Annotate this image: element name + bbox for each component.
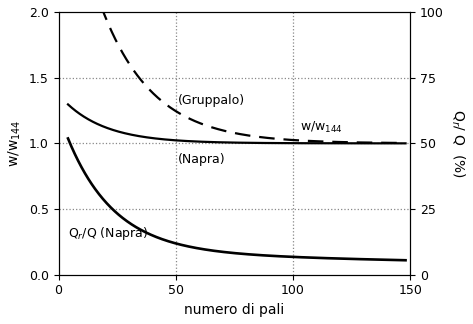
Y-axis label: w/w$_{144}$: w/w$_{144}$ bbox=[7, 120, 23, 167]
Text: (Napra): (Napra) bbox=[178, 153, 226, 166]
Text: (Gruppalo): (Gruppalo) bbox=[178, 94, 245, 107]
Text: Q$_r$/Q (Napra): Q$_r$/Q (Napra) bbox=[68, 225, 149, 242]
Text: w/w$_{144}$: w/w$_{144}$ bbox=[300, 121, 343, 135]
Y-axis label: Q$_r$/ Q  (%): Q$_r$/ Q (%) bbox=[449, 109, 466, 178]
X-axis label: numero di pali: numero di pali bbox=[184, 303, 285, 317]
